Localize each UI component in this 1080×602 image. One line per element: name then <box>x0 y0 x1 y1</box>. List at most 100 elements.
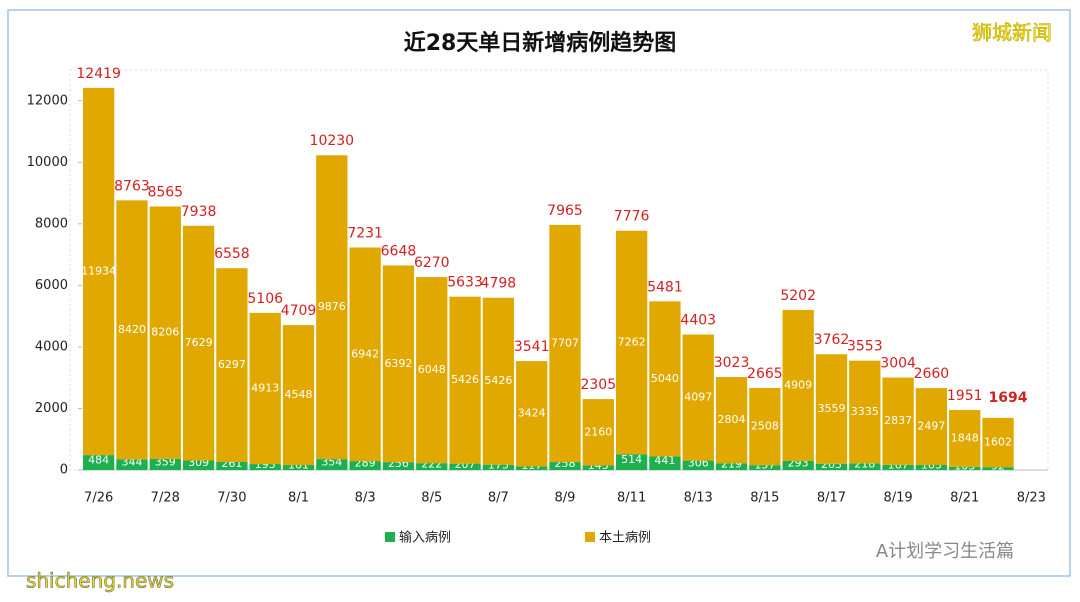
bar-segment <box>782 309 814 461</box>
x-tick-label: 8/5 <box>421 491 442 506</box>
bar-segment <box>649 456 681 470</box>
x-tick-label: 8/3 <box>355 491 376 506</box>
total-label: 2665 <box>747 366 783 382</box>
watermark: 狮城新闻 <box>972 21 1052 45</box>
data-label: 11934 <box>81 265 116 278</box>
total-label: 5202 <box>780 288 816 304</box>
x-tick-label: 8/17 <box>817 491 846 506</box>
bar-segment <box>149 206 181 459</box>
bar-segment <box>416 277 448 464</box>
total-label: 4709 <box>281 303 317 319</box>
bar-segment <box>615 454 648 470</box>
data-label: 4909 <box>784 378 812 391</box>
watermark: A计划学习生活篇 <box>876 541 1014 562</box>
y-tick-label: 2000 <box>35 401 68 416</box>
total-label: 6558 <box>214 246 250 262</box>
data-label: 484 <box>88 454 109 467</box>
bar-segment <box>249 312 281 465</box>
data-label: 8420 <box>118 323 146 336</box>
bar-segment <box>316 155 348 460</box>
bar-segment <box>182 225 215 461</box>
bar-segment <box>682 334 714 461</box>
bar-segment <box>449 296 481 464</box>
data-label: 2160 <box>584 425 612 438</box>
legend-label: 输入病例 <box>399 530 451 546</box>
data-label: 7629 <box>185 336 213 349</box>
data-label: 2497 <box>917 420 945 433</box>
bar-segment <box>815 354 848 464</box>
bar-segment <box>282 325 315 466</box>
bar-segment <box>82 455 115 470</box>
bar-segment <box>682 460 714 470</box>
bar-segment <box>849 360 881 464</box>
data-label: 4913 <box>251 381 279 394</box>
bar-segment <box>615 230 648 455</box>
data-label: 1602 <box>984 436 1012 449</box>
data-label: 3424 <box>518 407 546 420</box>
total-label: 7965 <box>547 203 583 219</box>
bar-segment <box>416 463 448 470</box>
x-tick-label: 7/26 <box>84 491 113 506</box>
bar-segment <box>182 460 215 470</box>
bar-segment <box>949 409 981 467</box>
total-label: 7938 <box>181 204 217 220</box>
bar-segment <box>749 388 781 466</box>
total-label: 5106 <box>247 291 283 307</box>
legend-label: 本土病例 <box>599 531 651 546</box>
bar-segment <box>549 462 581 470</box>
data-label: 9876 <box>318 300 346 313</box>
bar-segment <box>282 465 315 470</box>
bar-segment <box>982 467 1014 470</box>
total-label: 8763 <box>114 178 150 194</box>
bar-segment <box>849 463 881 470</box>
watermark: shicheng.news <box>26 569 174 593</box>
x-tick-label: 8/21 <box>950 491 979 506</box>
bar-segment <box>882 377 914 465</box>
total-label: 3004 <box>880 356 916 372</box>
bar-segment <box>316 459 348 470</box>
total-label: 3023 <box>714 355 750 371</box>
y-tick-label: 12000 <box>27 93 68 108</box>
x-tick-label: 8/11 <box>617 491 646 506</box>
data-label: 8206 <box>151 326 179 339</box>
data-label: 5426 <box>484 374 512 387</box>
data-label: 1848 <box>951 431 979 444</box>
total-label: 8565 <box>147 184 183 200</box>
bar-segment <box>715 463 748 470</box>
bar-segment <box>982 417 1014 468</box>
y-tick-label: 8000 <box>35 216 68 231</box>
bar-segment <box>549 224 581 463</box>
total-label: 3541 <box>514 339 550 355</box>
x-tick-label: 8/9 <box>555 491 576 506</box>
bar-segment <box>815 463 848 470</box>
bar-segment <box>715 376 748 464</box>
data-label: 441 <box>654 454 675 467</box>
data-label: 5426 <box>451 373 479 386</box>
legend-swatch <box>385 532 395 542</box>
bar-segment <box>482 297 515 465</box>
data-label: 3559 <box>817 402 845 415</box>
x-tick-label: 7/28 <box>151 491 180 506</box>
data-label: 3335 <box>851 405 879 418</box>
total-label: 1694 <box>989 390 1028 406</box>
data-label: 5040 <box>651 372 679 385</box>
total-label: 6270 <box>414 255 450 271</box>
data-label: 4097 <box>684 391 712 404</box>
bar-segment <box>516 361 548 467</box>
bar-segment <box>216 461 248 470</box>
total-label: 3762 <box>814 332 850 348</box>
data-label: 2508 <box>751 420 779 433</box>
total-label: 4798 <box>481 276 517 292</box>
data-label: 6048 <box>418 363 446 376</box>
x-tick-label: 8/15 <box>750 491 779 506</box>
bar-segment <box>482 464 515 470</box>
bar-segment <box>949 466 981 470</box>
data-label: 2804 <box>718 413 746 426</box>
y-tick-label: 4000 <box>35 339 68 354</box>
y-tick-label: 6000 <box>35 278 68 293</box>
bar-segment <box>349 247 381 462</box>
legend-swatch <box>585 532 595 542</box>
bar-segment <box>649 301 681 457</box>
y-tick-label: 10000 <box>27 155 68 170</box>
